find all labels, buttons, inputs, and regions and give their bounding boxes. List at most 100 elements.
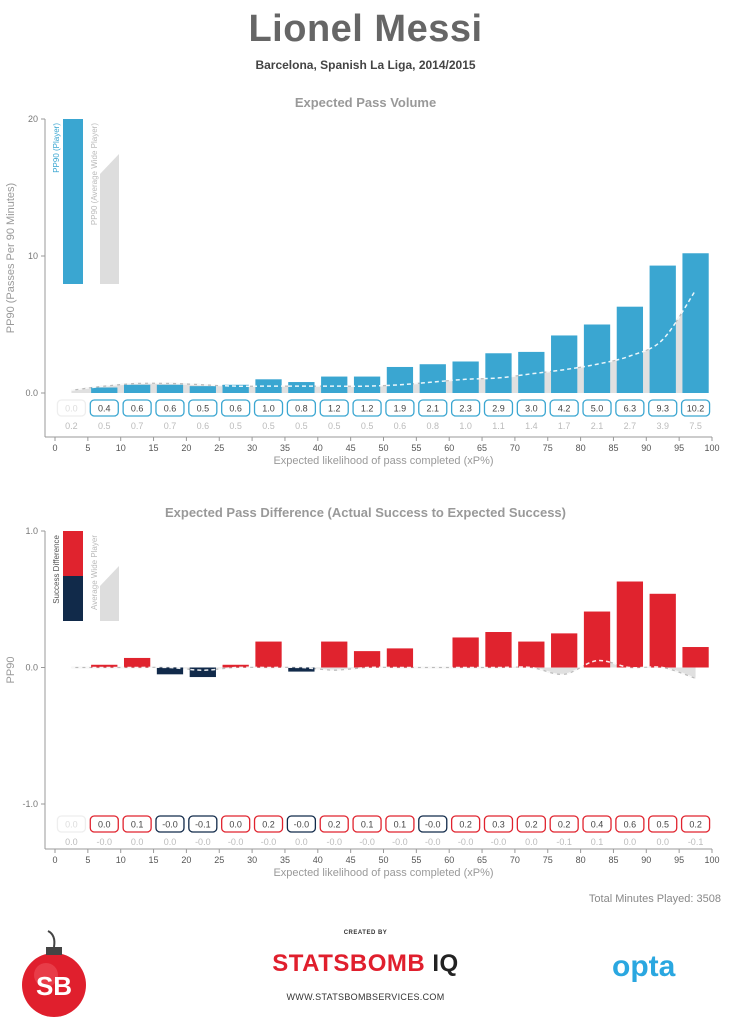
average-value-label: 1.7 <box>558 421 571 431</box>
player-value-box <box>450 399 481 417</box>
average-value-label: 0.1 <box>591 837 604 847</box>
player-value-label: 0.2 <box>459 820 472 830</box>
player-value-box <box>221 815 251 833</box>
opta-logo: opta <box>612 950 676 983</box>
x-tick-label: 65 <box>477 855 487 865</box>
player-value-box <box>122 399 152 417</box>
average-value-label: -0.0 <box>228 837 244 847</box>
x-tick-label: 30 <box>247 443 257 453</box>
player-value-box <box>155 399 185 417</box>
x-tick-label: 10 <box>116 443 126 453</box>
player-value-box <box>582 815 612 833</box>
player-value-label: 10.2 <box>687 404 705 414</box>
player-value-label: 0.1 <box>131 820 144 830</box>
player-bar <box>682 647 709 668</box>
average-value-label: 7.5 <box>689 421 702 431</box>
average-value-label: -0.0 <box>425 837 441 847</box>
player-bar <box>91 387 118 393</box>
player-bar <box>321 641 348 668</box>
player-bar <box>123 384 151 393</box>
average-value-label: 0.8 <box>427 421 440 431</box>
player-value-label: 1.9 <box>394 404 407 414</box>
player-value-label: 0.6 <box>624 820 637 830</box>
player-value-box <box>516 815 546 833</box>
average-value-label: -0.1 <box>688 837 704 847</box>
team-league-season-subtitle: Barcelona, Spanish La Liga, 2014/2015 <box>255 58 476 72</box>
statsbomb-url[interactable]: WWW.STATSBOMBSERVICES.COM <box>286 992 445 1002</box>
x-tick-label: 95 <box>674 855 684 865</box>
player-value-label: 0.2 <box>558 820 571 830</box>
player-value-label: 0.4 <box>591 820 604 830</box>
x-tick-label: 60 <box>444 443 454 453</box>
x-tick-label: 80 <box>576 855 586 865</box>
legend-player-label: Success Difference <box>52 534 61 603</box>
average-value-label: 2.1 <box>591 421 604 431</box>
average-value-label: 1.4 <box>525 421 538 431</box>
player-value-label: 0.4 <box>98 404 111 414</box>
x-tick-label: 75 <box>543 855 553 865</box>
player-value-label: 4.2 <box>558 404 571 414</box>
legend-average-swatch <box>100 566 119 621</box>
average-value-label: 0.6 <box>394 421 407 431</box>
player-value-label: 0.5 <box>197 404 210 414</box>
player-bar <box>288 667 315 672</box>
player-value-box <box>418 399 448 417</box>
average-value-label: 0.5 <box>361 421 374 431</box>
x-tick-label: 45 <box>346 855 356 865</box>
player-bar <box>419 364 446 393</box>
x-tick-label: 45 <box>346 443 356 453</box>
player-value-box <box>122 815 152 833</box>
x-tick-label: 10 <box>116 855 126 865</box>
player-value-label: 0.1 <box>394 820 407 830</box>
average-value-label: -0.0 <box>458 837 474 847</box>
player-bar <box>189 386 216 393</box>
x-axis-title: Expected likelihood of pass completed (x… <box>273 867 493 879</box>
player-value-label: 0.0 <box>98 820 111 830</box>
player-value-label: -0.1 <box>195 820 211 830</box>
average-value-label: 0.0 <box>65 837 78 847</box>
player-bar <box>222 664 249 668</box>
sb-logo-text: SB <box>36 971 72 1001</box>
y-axis-title: PP90 <box>5 657 17 684</box>
player-value-label: 0.2 <box>328 820 341 830</box>
player-value-box <box>286 815 317 833</box>
average-value-label: 3.9 <box>656 421 669 431</box>
player-value-box <box>648 815 678 833</box>
player-bar <box>156 384 184 393</box>
legend-player-label: PP90 (Player) <box>52 123 61 173</box>
player-value-box <box>286 399 317 417</box>
player-bar <box>386 648 414 668</box>
x-tick-label: 95 <box>674 443 684 453</box>
y-tick-label: 20 <box>28 114 38 124</box>
x-tick-label: 25 <box>214 855 224 865</box>
player-bar <box>222 384 249 393</box>
player-value-label: 1.2 <box>328 404 341 414</box>
x-tick-label: 25 <box>214 443 224 453</box>
player-value-box <box>680 815 711 833</box>
y-tick-label: 10 <box>28 251 38 261</box>
x-tick-label: 85 <box>608 855 618 865</box>
player-value-label: 0.6 <box>229 404 242 414</box>
average-value-label: 0.7 <box>131 421 144 431</box>
player-value-label: 0.0 <box>229 820 242 830</box>
player-value-box <box>188 815 218 833</box>
player-value-box <box>253 399 284 417</box>
player-value-box <box>483 815 514 833</box>
average-value-label: -0.0 <box>359 837 375 847</box>
player-value-label: 3.0 <box>525 404 538 414</box>
player-value-box <box>155 815 185 833</box>
legend-average-swatch <box>100 154 119 284</box>
x-tick-label: 0 <box>52 443 57 453</box>
average-value-label: 0.0 <box>624 837 637 847</box>
x-tick-label: 35 <box>280 443 290 453</box>
player-value-label: 9.3 <box>656 404 669 414</box>
player-value-label: 0.5 <box>656 820 669 830</box>
player-value-box <box>319 399 349 417</box>
x-tick-label: 80 <box>576 443 586 453</box>
player-value-box <box>56 399 87 417</box>
player-value-label: 6.3 <box>624 404 637 414</box>
average-value-label: 0.5 <box>262 421 275 431</box>
player-value-box <box>615 815 645 833</box>
player-value-label: 2.3 <box>459 404 472 414</box>
average-value-label: -0.0 <box>97 837 113 847</box>
